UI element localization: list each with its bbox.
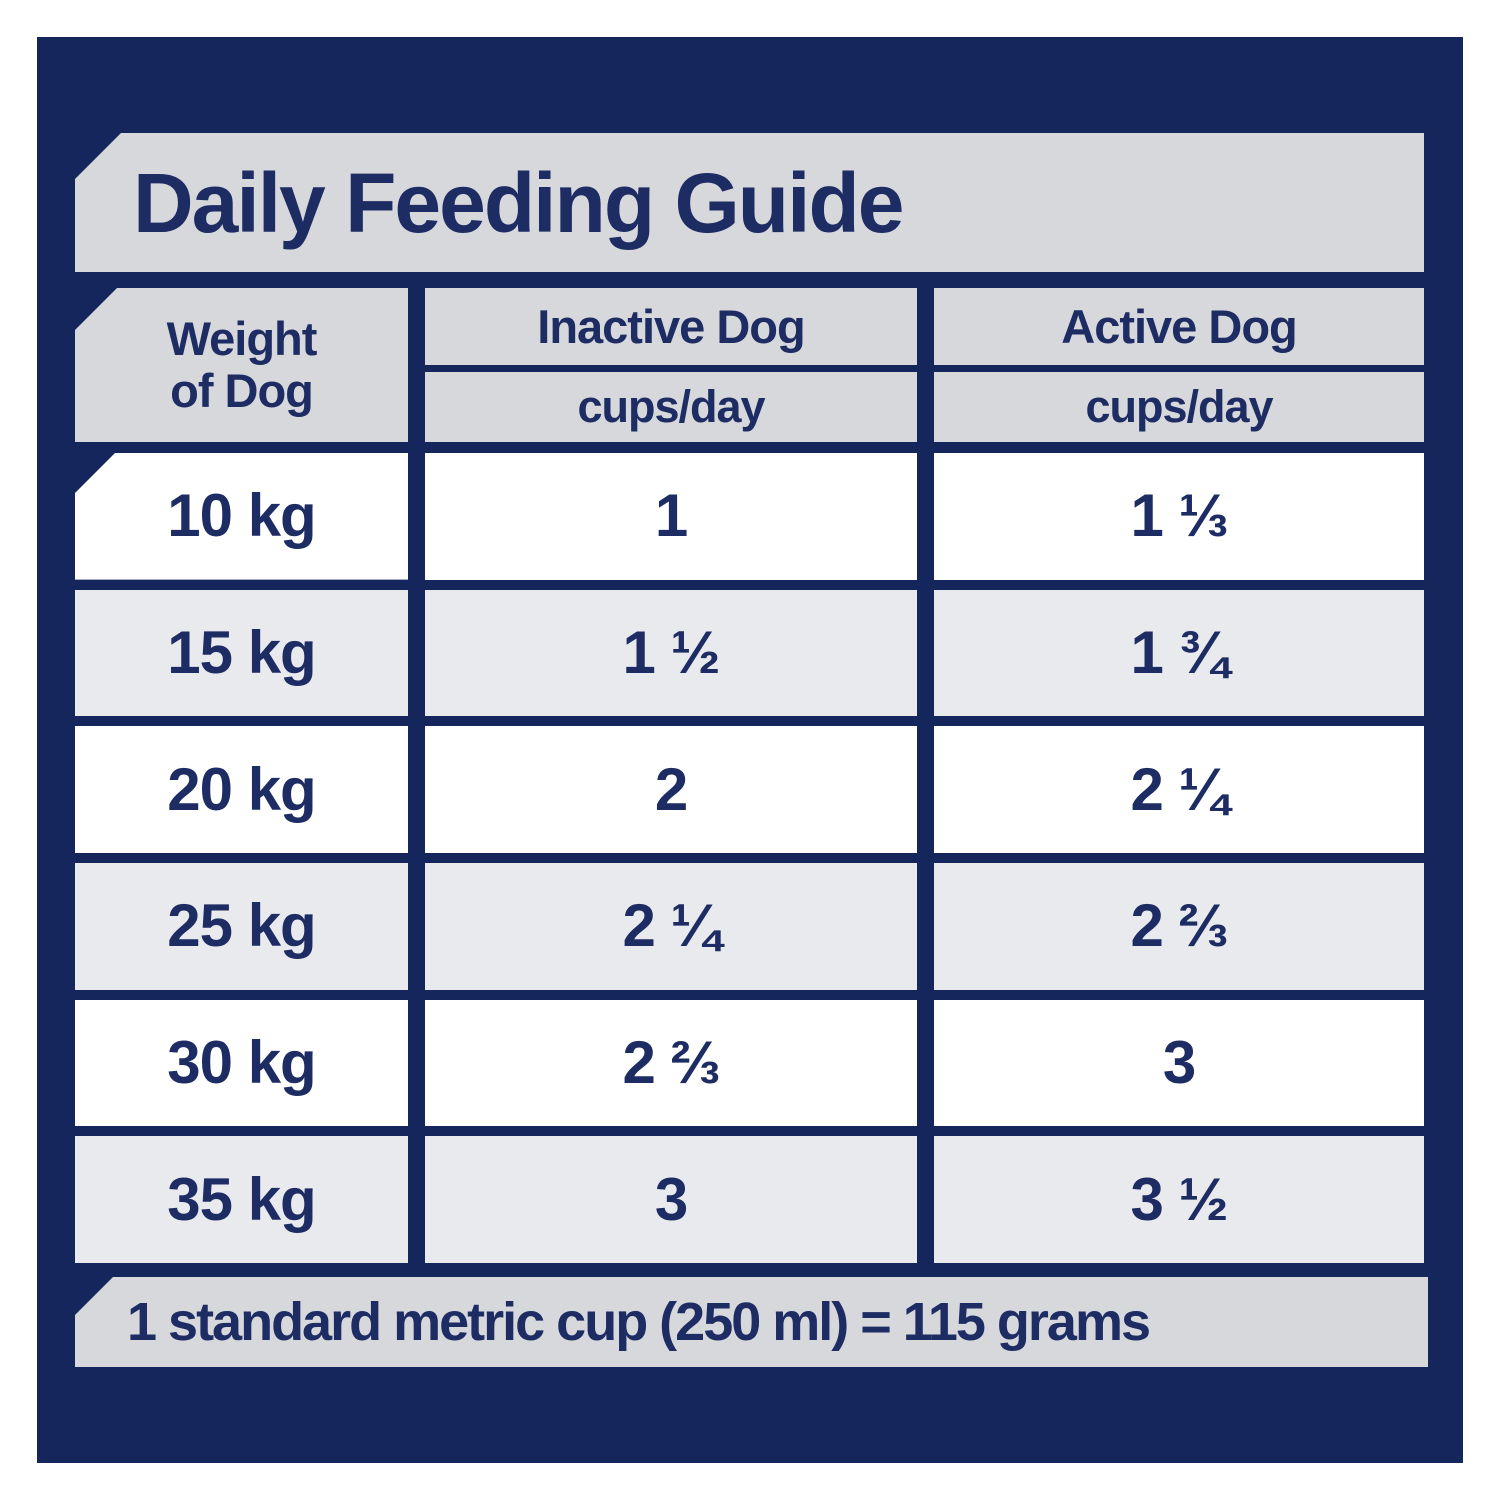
active-value: 1 ¾ [1130,618,1228,686]
inactive-value: 3 [654,1165,688,1233]
inactive-value: 1 [654,482,688,550]
active-cell-35kg: 3 ½ [934,1136,1424,1263]
weight-cell-15kg: 15 kg [75,589,408,717]
inactive-dog-label: Inactive Dog [537,300,805,353]
header-divider [425,365,917,372]
cup-conversion-note: 1 standard metric cup (250 ml) = 115 gra… [127,1292,1151,1352]
header-divider [934,365,1424,372]
weight-header-line1: Weight [166,312,318,366]
inactive-dog-units: cups/day [577,381,765,432]
active-value: 3 ½ [1130,1165,1228,1233]
navy-panel: Daily Feeding Guide Weight of Dog Inacti… [37,37,1463,1463]
weight-cell-35kg: 35 kg [75,1136,408,1263]
inactive-cell-20kg: 2 [425,726,917,853]
title-band: Daily Feeding Guide [75,133,1424,272]
inactive-value: 2 [654,755,688,823]
footnote-band: 1 standard metric cup (250 ml) = 115 gra… [75,1277,1428,1367]
weight-value: 35 kg [167,1165,316,1233]
header-weight-of-dog: Weight of Dog [75,288,408,442]
active-value: 2 ¼ [1130,755,1228,823]
weight-cell-10kg: 10 kg [75,453,408,580]
weight-value: 20 kg [167,755,316,823]
inactive-cell-10kg: 1 [425,453,917,580]
weight-cell-25kg: 25 kg [75,862,408,990]
active-dog-label: Active Dog [1061,300,1298,353]
active-cell-20kg: 2 ¼ [934,726,1424,853]
weight-value: 10 kg [167,482,316,550]
active-cell-30kg: 3 [934,999,1424,1127]
weight-cell-30kg: 30 kg [75,999,408,1127]
page-title: Daily Feeding Guide [133,155,904,250]
inactive-cell-30kg: 2 ⅔ [425,999,917,1127]
header-active-dog: Active Dog cups/day [934,288,1424,442]
active-cell-15kg: 1 ¾ [934,589,1424,717]
header-inactive-dog: Inactive Dog cups/day [425,288,917,442]
weight-cell-20kg: 20 kg [75,726,408,853]
active-dog-units: cups/day [1085,381,1273,432]
active-value: 1 ⅓ [1130,482,1228,550]
inactive-cell-25kg: 2 ¼ [425,862,917,990]
active-value: 2 ⅔ [1130,892,1228,960]
inactive-value: 2 ⅔ [622,1028,720,1096]
inactive-value: 2 ¼ [622,892,720,960]
inactive-cell-15kg: 1 ½ [425,589,917,717]
weight-header-line2: of Dog [170,364,314,417]
active-cell-25kg: 2 ⅔ [934,862,1424,990]
weight-value: 15 kg [167,618,316,686]
weight-value: 25 kg [167,892,316,960]
feeding-table-body: 10 kg 1 1 ⅓ 15 kg 1 ½ 1 ¾ 20 kg 2 2 ¼ 25… [75,453,1424,1263]
table-header-row: Weight of Dog Inactive Dog cups/day Acti… [75,288,1424,442]
inactive-cell-35kg: 3 [425,1136,917,1263]
active-value: 3 [1162,1028,1196,1096]
weight-value: 30 kg [167,1028,316,1096]
active-cell-10kg: 1 ⅓ [934,453,1424,580]
inactive-value: 1 ½ [622,618,720,686]
